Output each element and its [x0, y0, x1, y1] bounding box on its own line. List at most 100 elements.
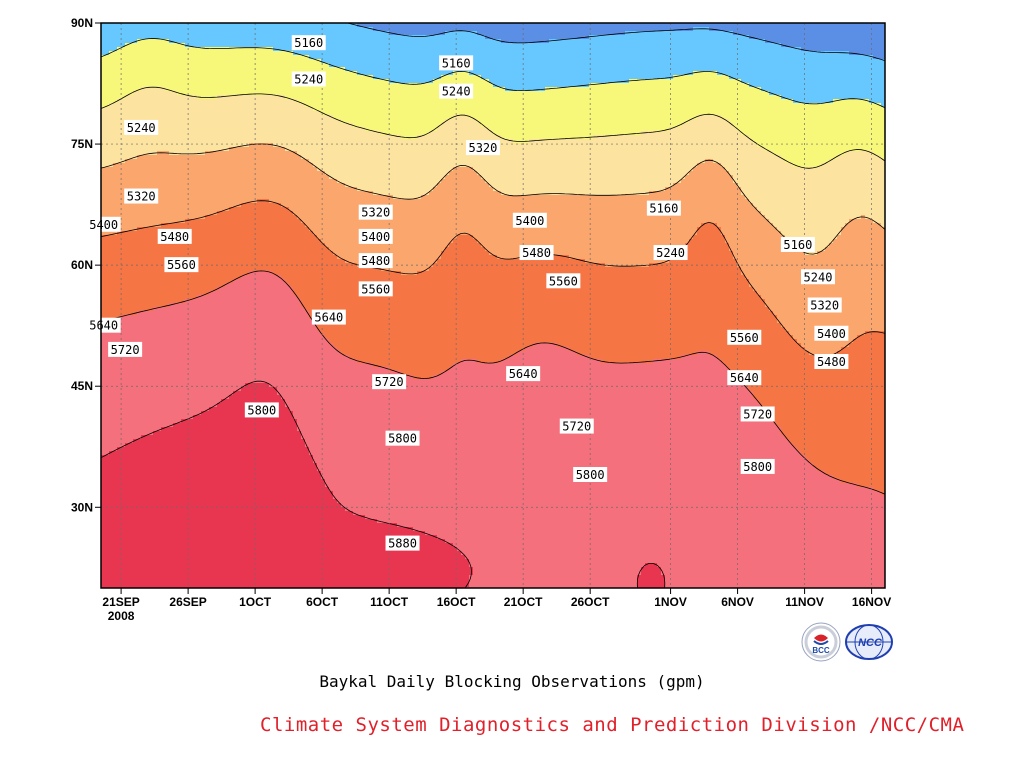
x-tick-label: 26OCT — [571, 595, 610, 609]
contour-label: 5400 — [512, 212, 547, 228]
contour-label: 5160 — [780, 236, 815, 252]
contour-label: 5880 — [385, 535, 420, 551]
x-tick-label: 26SEP — [169, 595, 206, 609]
contour-label: 5160 — [646, 200, 681, 216]
contour-label-box — [385, 430, 420, 446]
contour-label-text: 5400 — [89, 218, 118, 232]
contour-label: 5560 — [727, 329, 762, 345]
contour-label: 5480 — [519, 245, 554, 261]
contour-label-box — [573, 467, 608, 482]
contour-label: 5720 — [559, 418, 594, 434]
contour-label-text: 5160 — [783, 238, 812, 252]
contour-label-box — [358, 281, 393, 297]
contour-label-box — [740, 406, 775, 422]
contour-label: 5320 — [358, 204, 393, 220]
contour-label-text: 5720 — [743, 407, 772, 421]
contour-label-box — [814, 325, 849, 341]
contour-label: 5320 — [807, 297, 842, 313]
ncc-logo-text: NCC — [858, 637, 883, 649]
contour-label: 5480 — [157, 228, 192, 244]
contour-label-box — [506, 366, 541, 382]
contour-label-text: 5560 — [549, 274, 578, 288]
y-tick-label: 30N — [71, 500, 93, 514]
x-tick-label: 6NOV — [721, 595, 754, 609]
contour-label-box — [439, 55, 474, 71]
contour-label-text: 5160 — [294, 36, 323, 50]
contour-label-text: 5640 — [730, 371, 759, 385]
x-tick-label: 21SEP — [102, 595, 139, 609]
x-tick-label: 6OCT — [306, 595, 339, 609]
contour-label: 5800 — [740, 458, 775, 474]
contour-label: 5640 — [311, 309, 346, 325]
x-tick-label: 11NOV — [785, 595, 824, 609]
contour-label-text: 5720 — [562, 420, 591, 434]
contour-label-box — [358, 228, 393, 244]
contour-label: 5400 — [358, 228, 393, 244]
contour-label-box — [164, 257, 199, 273]
contour-label-box — [372, 374, 407, 390]
x-tick-label: 11OCT — [370, 595, 409, 609]
contour-label-text: 5240 — [442, 85, 471, 99]
contour-label-box — [244, 402, 279, 418]
y-tick-label: 75N — [71, 137, 93, 151]
contour-label: 5240 — [800, 269, 835, 285]
contour-label: 5400 — [814, 325, 849, 341]
contour-label-box — [653, 245, 688, 261]
contour-label-box — [780, 236, 815, 252]
contour-label: 5640 — [506, 366, 541, 382]
contour-label-box — [291, 71, 326, 87]
contour-label-box — [727, 329, 762, 345]
contour-label-text: 5160 — [649, 202, 678, 216]
contour-line-5880 — [101, 380, 666, 588]
x-tick-label: 21OCT — [504, 595, 543, 609]
contour-label: 5560 — [164, 257, 199, 273]
contour-label: 5240 — [439, 83, 474, 99]
contour-label-text: 5720 — [375, 375, 404, 389]
contour-label-box — [108, 341, 143, 357]
contour-label-box — [814, 354, 849, 369]
contour-label-box — [291, 35, 326, 51]
chart-title: Baykal Daily Blocking Observations (gpm) — [319, 672, 705, 691]
contour-label: 5400 — [86, 216, 121, 232]
y-tick-label: 60N — [71, 258, 93, 272]
contour-label: 5720 — [372, 374, 407, 390]
contour-label: 5240 — [291, 71, 326, 87]
contour-label-box — [124, 119, 159, 135]
contour-label-text: 5560 — [730, 331, 759, 345]
contour-label: 5240 — [124, 119, 159, 135]
contour-label-text: 5800 — [388, 432, 417, 446]
contour-label: 5480 — [358, 253, 393, 269]
contour-label: 5800 — [244, 402, 279, 418]
contour-label-text: 5800 — [576, 468, 605, 482]
contour-label-box — [512, 212, 547, 228]
contour-label-box — [439, 83, 474, 99]
contour-label-text: 5240 — [127, 121, 156, 135]
contour-label-box — [519, 245, 554, 261]
contour-label: 5320 — [465, 140, 500, 156]
contour-label-text: 5480 — [522, 246, 551, 260]
contour-line-layer — [101, 23, 885, 588]
y-tick-label: 45N — [71, 379, 93, 393]
contour-label-box — [646, 200, 681, 216]
contour-label-text: 5800 — [247, 403, 276, 417]
contour-label-text: 5480 — [361, 254, 390, 268]
contour-label-text: 5640 — [89, 319, 118, 333]
contour-label: 5800 — [385, 430, 420, 446]
contour-label-box — [807, 297, 842, 313]
contour-label-text: 5320 — [127, 190, 156, 204]
contour-label-text: 5640 — [314, 311, 343, 325]
contour-label: 5160 — [439, 55, 474, 71]
contour-label: 5160 — [291, 35, 326, 51]
x-tick-year-label: 2008 — [108, 609, 135, 623]
y-tick-label: 90N — [71, 16, 93, 30]
contour-label-layer: 5160 5240 5240 5160 5240 5320 5320 5400 5480 5560… — [86, 35, 849, 551]
grid-layer — [101, 23, 885, 588]
contour-label-text: 5320 — [361, 206, 390, 220]
plot-frame — [100, 22, 886, 589]
contour-chart: 5160 5240 5240 5160 5240 5320 5320 5400 5480 5560… — [71, 16, 891, 623]
contour-label-text: 5640 — [509, 367, 538, 381]
contour-label-text: 5320 — [810, 299, 839, 313]
contour-label: 5640 — [86, 317, 121, 333]
contour-label-text: 5320 — [468, 141, 497, 155]
